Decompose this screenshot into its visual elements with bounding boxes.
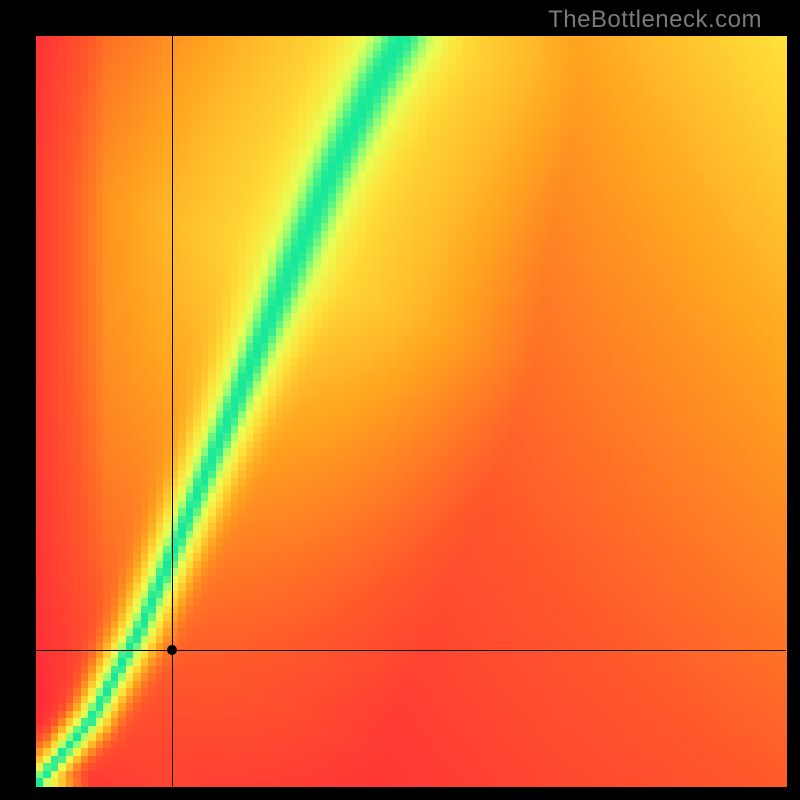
watermark-text: TheBottleneck.com (548, 6, 762, 34)
chart-root: TheBottleneck.com (0, 0, 800, 800)
crosshair-overlay (0, 0, 800, 800)
